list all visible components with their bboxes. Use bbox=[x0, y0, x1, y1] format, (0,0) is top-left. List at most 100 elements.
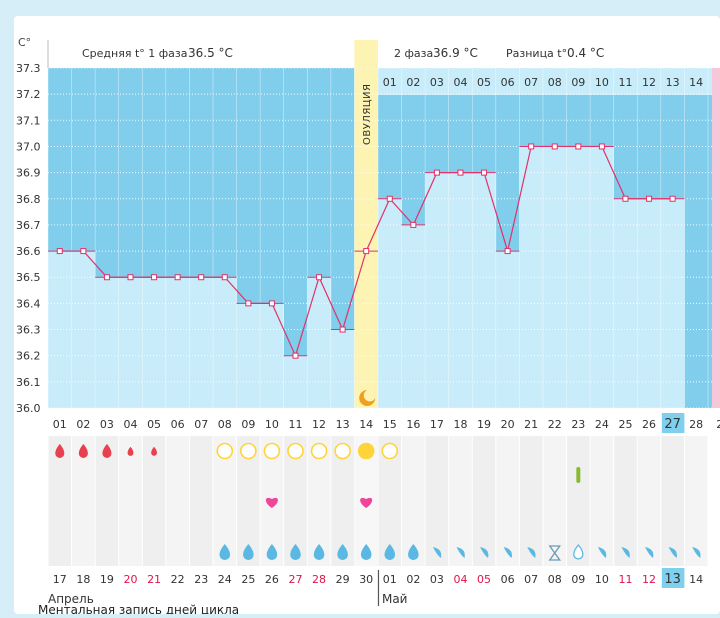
cycle-day-label: 2 bbox=[716, 418, 720, 431]
calendar-date: 17 bbox=[53, 573, 67, 586]
symptom-column bbox=[472, 436, 496, 566]
temperature-point[interactable] bbox=[151, 274, 158, 281]
phase2-day-label: 04 bbox=[453, 76, 467, 89]
y-axis-unit: C° bbox=[18, 36, 31, 49]
discharge-wave-icon[interactable] bbox=[692, 547, 701, 558]
y-tick-label: 36.0 bbox=[16, 402, 41, 415]
temperature-point[interactable] bbox=[575, 143, 582, 150]
bleeding-drop-icon[interactable] bbox=[151, 446, 157, 456]
test-marker-icon[interactable] bbox=[576, 467, 581, 483]
bleeding-drop-icon[interactable] bbox=[55, 444, 65, 458]
phase2-day-label: 09 bbox=[571, 76, 585, 89]
temperature-point[interactable] bbox=[481, 169, 488, 176]
temperature-point[interactable] bbox=[221, 274, 228, 281]
symptom-column bbox=[378, 436, 402, 566]
ovulation-column bbox=[354, 40, 378, 408]
discharge-wave-icon[interactable] bbox=[527, 547, 536, 558]
sun-circle-icon[interactable] bbox=[310, 442, 328, 460]
sun-circle-icon[interactable] bbox=[287, 442, 304, 460]
discharge-wave-icon[interactable] bbox=[668, 547, 677, 558]
temperature-bar bbox=[542, 146, 567, 408]
temperature-point[interactable] bbox=[598, 143, 605, 150]
discharge-empty-icon[interactable] bbox=[573, 544, 584, 560]
phase2-day-label: 08 bbox=[548, 76, 562, 89]
sun-circle-icon[interactable] bbox=[334, 442, 351, 460]
temperature-point[interactable] bbox=[56, 248, 63, 255]
y-tick-label: 36.2 bbox=[16, 350, 41, 363]
calendar-date: 24 bbox=[218, 573, 232, 586]
discharge-wave-icon[interactable] bbox=[432, 547, 442, 558]
temperature-point[interactable] bbox=[127, 274, 134, 281]
phase2-day-label: 12 bbox=[642, 76, 656, 89]
y-tick-label: 37.2 bbox=[16, 88, 41, 101]
sun-circle-icon[interactable] bbox=[216, 442, 234, 460]
calendar-date: 20 bbox=[123, 573, 137, 586]
temperature-point[interactable] bbox=[103, 274, 110, 281]
heart-icon[interactable] bbox=[360, 497, 373, 508]
discharge-wave-icon[interactable] bbox=[645, 547, 654, 558]
cycle-day-label: 12 bbox=[312, 418, 326, 431]
temperature-point[interactable] bbox=[457, 169, 464, 176]
heart-icon[interactable] bbox=[265, 497, 278, 508]
discharge-wave-icon[interactable] bbox=[503, 547, 512, 558]
bleeding-drop-icon[interactable] bbox=[78, 444, 88, 458]
temperature-point[interactable] bbox=[551, 143, 558, 150]
sun-circle-icon[interactable] bbox=[263, 442, 281, 460]
phase2-day-label: 03 bbox=[430, 76, 444, 89]
temperature-point[interactable] bbox=[646, 195, 653, 202]
bleeding-drop-icon[interactable] bbox=[127, 446, 134, 456]
diff-label: Разница t° bbox=[506, 47, 567, 60]
temperature-point[interactable] bbox=[504, 248, 511, 255]
discharge-drop-icon[interactable] bbox=[290, 544, 301, 560]
cycle-day-label: 17 bbox=[430, 418, 444, 431]
temperature-point[interactable] bbox=[198, 274, 205, 281]
temperature-point[interactable] bbox=[292, 352, 299, 359]
calendar-date: 11 bbox=[618, 573, 632, 586]
sun-circle-icon[interactable] bbox=[240, 442, 257, 460]
symptom-column bbox=[331, 436, 354, 566]
discharge-wave-icon[interactable] bbox=[621, 547, 630, 558]
sun-circle-icon[interactable] bbox=[381, 442, 399, 460]
diff-value: 0.4 °C bbox=[567, 46, 604, 60]
temperature-point[interactable] bbox=[528, 143, 535, 150]
temperature-point[interactable] bbox=[433, 169, 440, 176]
discharge-drop-icon[interactable] bbox=[384, 544, 396, 560]
discharge-wave-icon[interactable] bbox=[456, 547, 465, 558]
temperature-bar bbox=[189, 277, 214, 408]
phase2-day-label: 01 bbox=[383, 76, 397, 89]
symptom-column bbox=[590, 436, 614, 566]
calendar-date: 03 bbox=[430, 573, 444, 586]
discharge-drop-icon[interactable] bbox=[408, 544, 419, 560]
temperature-point[interactable] bbox=[622, 195, 629, 202]
temperature-point[interactable] bbox=[410, 221, 417, 228]
cycle-day-label: 08 bbox=[218, 418, 232, 431]
discharge-wave-icon[interactable] bbox=[597, 547, 607, 558]
temperature-point[interactable] bbox=[174, 274, 181, 281]
discharge-hourglass-icon[interactable] bbox=[548, 545, 562, 561]
temperature-point[interactable] bbox=[316, 274, 323, 281]
symptom-column bbox=[119, 436, 142, 566]
cycle-day-label: 07 bbox=[194, 418, 208, 431]
phase2-day-label: 05 bbox=[477, 76, 491, 89]
temperature-point[interactable] bbox=[363, 248, 370, 255]
calendar-date: 21 bbox=[147, 573, 161, 586]
temperature-point[interactable] bbox=[245, 300, 252, 307]
temperature-point[interactable] bbox=[669, 195, 676, 202]
discharge-drop-icon[interactable] bbox=[243, 544, 254, 560]
phase2-day-label: 14 bbox=[689, 76, 703, 89]
temperature-point[interactable] bbox=[268, 300, 275, 307]
sun-filled-icon[interactable] bbox=[357, 442, 375, 460]
discharge-drop-icon[interactable] bbox=[313, 544, 325, 560]
temperature-bar bbox=[142, 277, 167, 408]
symptom-column bbox=[95, 436, 119, 566]
discharge-drop-icon[interactable] bbox=[360, 544, 372, 560]
discharge-drop-icon[interactable] bbox=[266, 544, 278, 560]
temperature-point[interactable] bbox=[386, 195, 393, 202]
discharge-drop-icon[interactable] bbox=[337, 544, 348, 560]
discharge-wave-icon[interactable] bbox=[480, 547, 489, 558]
temperature-point[interactable] bbox=[339, 326, 346, 333]
bleeding-drop-icon[interactable] bbox=[102, 444, 112, 458]
temperature-point[interactable] bbox=[80, 248, 87, 255]
discharge-drop-icon[interactable] bbox=[219, 544, 231, 560]
phase2-day-label: 06 bbox=[501, 76, 515, 89]
